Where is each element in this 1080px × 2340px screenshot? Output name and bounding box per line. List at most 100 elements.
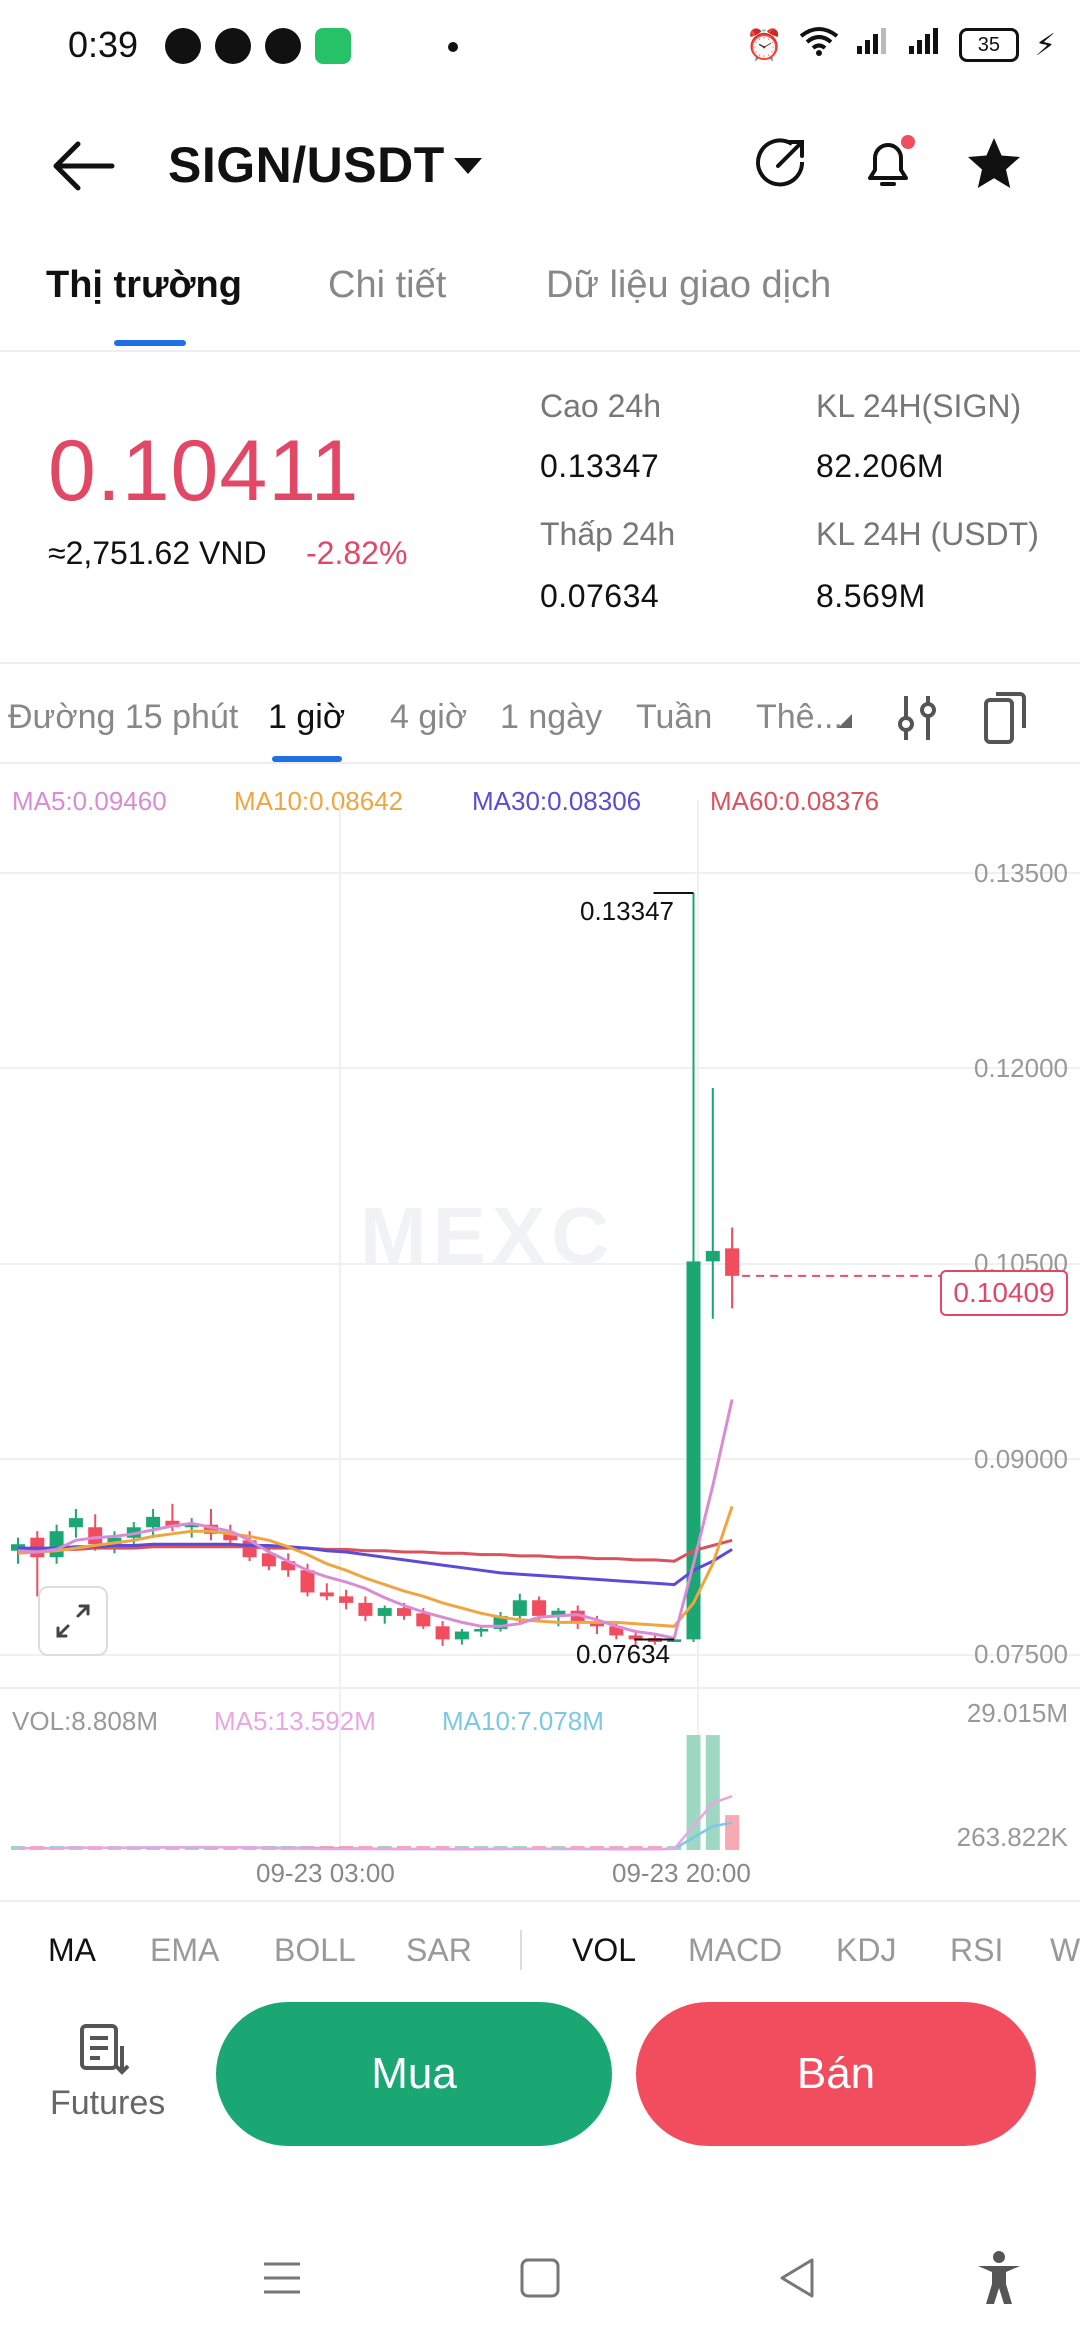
tab-market[interactable]: Thị trường — [46, 264, 242, 306]
indicator-tabs: MA EMA BOLL SAR VOL MACD KDJ RSI W — [0, 1900, 1080, 1982]
candle-body — [532, 1600, 547, 1616]
interval-week[interactable]: Tuần — [636, 698, 713, 736]
candle-body — [49, 1531, 64, 1558]
sell-button[interactable]: Bán — [636, 2002, 1036, 2146]
trade-actions: Futures Mua Bán — [0, 1980, 1080, 2150]
candle-body — [358, 1602, 373, 1616]
ma5-legend: MA5:0.09460 — [12, 786, 167, 816]
active-tab-indicator — [114, 340, 186, 346]
messenger-icon — [265, 28, 301, 64]
candle-body — [261, 1553, 276, 1567]
tab-details[interactable]: Chi tiết — [328, 264, 447, 306]
time-label-0: 09-23 03:00 — [256, 1858, 395, 1888]
watermark-logo: MEXC — [360, 1191, 616, 1280]
indicator-ma[interactable]: MA — [48, 1932, 96, 1968]
notification-icons — [165, 28, 351, 64]
candle-body — [474, 1628, 489, 1632]
last-price: 0.10411 — [48, 423, 360, 519]
interval-4h[interactable]: 4 giờ — [390, 698, 468, 736]
market-tabs: Thị trường Chi tiết Dữ liệu giao dịch — [0, 250, 1080, 352]
candlestick-chart[interactable] — [0, 0, 1080, 1900]
candle-body — [339, 1596, 354, 1603]
volume-ma10-line — [17, 1821, 733, 1851]
vol-usdt-value: 8.569M — [816, 578, 926, 614]
price-tick-4: 0.07500 — [974, 1639, 1068, 1669]
candle-body — [223, 1533, 238, 1541]
price-change: -2.82% — [306, 535, 408, 571]
candle-body — [609, 1626, 624, 1636]
header: SIGN/USDT — [0, 110, 1080, 220]
charging-icon: ⚡ — [1034, 28, 1056, 62]
indicator-kdj[interactable]: KDJ — [836, 1932, 897, 1968]
interval-more[interactable]: Thê... — [756, 698, 843, 736]
candle-body — [107, 1537, 122, 1545]
active-interval-indicator — [272, 756, 342, 762]
candle-body — [300, 1570, 315, 1593]
indicator-rsi[interactable]: RSI — [950, 1932, 1004, 1968]
candle-body — [204, 1524, 218, 1534]
chevron-down-icon[interactable] — [454, 158, 482, 174]
indicator-macd[interactable]: MACD — [688, 1932, 783, 1968]
low-24h-label: Thấp 24h — [540, 516, 676, 552]
discord-icon — [215, 28, 251, 64]
expand-chart-button[interactable] — [38, 1586, 108, 1656]
candle-body — [184, 1524, 199, 1528]
status-bar: 0:39 ⏰ 35 ⚡ — [0, 0, 1080, 96]
candle-body — [435, 1626, 450, 1640]
ma60-legend: MA60:0.08376 — [710, 786, 880, 816]
pair-selector[interactable]: SIGN/USDT — [168, 137, 445, 193]
fullscreen-toggle-icon[interactable] — [982, 690, 1028, 746]
low-marker-label: 0.07634 — [576, 1639, 670, 1669]
vol-usdt-label: KL 24H (USDT) — [816, 516, 1039, 552]
vol-sign-label: KL 24H(SIGN) — [816, 388, 1022, 424]
expand-icon — [56, 1604, 90, 1638]
vol-sign-value: 82.206M — [816, 448, 945, 484]
back-nav-icon[interactable] — [776, 2256, 820, 2300]
chart-settings-icon[interactable] — [896, 692, 940, 744]
futures-icon[interactable] — [78, 2022, 132, 2076]
futures-link[interactable]: Futures — [50, 2084, 166, 2122]
high-24h-label: Cao 24h — [540, 388, 661, 424]
tab-trade-data[interactable]: Dữ liệu giao dịch — [546, 264, 832, 306]
high-marker-label: 0.13347 — [580, 896, 674, 926]
low-24h-value: 0.07634 — [540, 578, 660, 614]
buy-button[interactable]: Mua — [216, 2002, 612, 2146]
messages-icon — [315, 28, 351, 64]
fiat-price: ≈2,751.62 VND — [48, 535, 267, 571]
volume-ma5-line — [17, 1795, 733, 1851]
price-tick-1: 0.12000 — [974, 1053, 1068, 1083]
recent-apps-icon[interactable] — [260, 2258, 304, 2298]
indicator-boll[interactable]: BOLL — [274, 1932, 356, 1968]
indicator-wr[interactable]: W — [1050, 1932, 1080, 1968]
interval-1d[interactable]: 1 ngày — [500, 698, 603, 736]
facebook-icon — [165, 28, 201, 64]
candle-body — [397, 1608, 411, 1616]
candle-body — [725, 1248, 740, 1276]
candle-body — [705, 1250, 720, 1262]
back-arrow-icon[interactable] — [48, 138, 118, 194]
indicator-sar[interactable]: SAR — [406, 1932, 472, 1968]
favorite-star-icon[interactable] — [962, 132, 1026, 196]
home-icon[interactable] — [518, 2256, 562, 2300]
share-icon[interactable] — [748, 132, 812, 196]
interval-bar: Đường 15 phút 1 giờ 4 giờ 1 ngày Tuần Th… — [0, 668, 1080, 764]
candle-body — [454, 1631, 469, 1640]
ma30-line — [18, 1542, 733, 1587]
high-24h-value: 0.13347 — [540, 448, 660, 484]
candle-body — [570, 1610, 585, 1623]
more-caret-icon[interactable] — [838, 714, 852, 728]
interval-15m[interactable]: Đường 15 phút — [8, 698, 239, 736]
candle-body — [667, 1639, 682, 1642]
time-label-1: 09-23 20:00 — [612, 1858, 751, 1888]
indicator-divider — [520, 1930, 522, 1970]
bell-icon[interactable] — [856, 132, 920, 196]
interval-1h[interactable]: 1 giờ — [268, 698, 346, 736]
volume-max-label: 29.015M — [966, 1698, 1068, 1728]
divider — [0, 762, 1080, 764]
ma10-legend: MA10:0.08642 — [234, 786, 404, 816]
indicator-vol[interactable]: VOL — [572, 1932, 637, 1968]
indicator-ema[interactable]: EMA — [150, 1932, 220, 1968]
accessibility-icon[interactable] — [974, 2250, 1024, 2306]
candle-body — [628, 1635, 643, 1640]
system-icons: ⏰ 35 ⚡ — [746, 26, 1056, 64]
